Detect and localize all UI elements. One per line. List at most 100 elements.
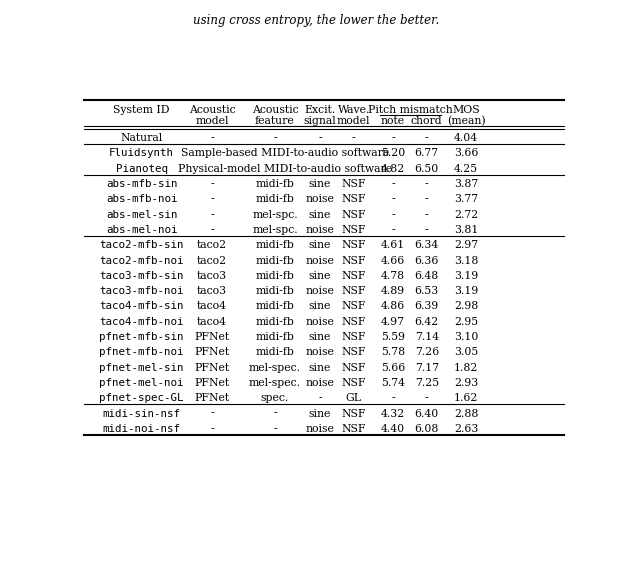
Text: 2.97: 2.97 <box>454 240 478 250</box>
Text: Physical-model MIDI-to-audio software: Physical-model MIDI-to-audio software <box>178 164 392 174</box>
Text: Acoustic: Acoustic <box>189 105 236 115</box>
Text: 4.78: 4.78 <box>381 271 405 281</box>
Text: sine: sine <box>309 301 331 312</box>
Text: midi-fb: midi-fb <box>255 179 295 189</box>
Text: midi-sin-nsf: midi-sin-nsf <box>102 408 181 419</box>
Text: signal: signal <box>303 116 336 126</box>
Text: spec.: spec. <box>261 393 289 403</box>
Text: taco3: taco3 <box>197 286 228 296</box>
Text: 6.77: 6.77 <box>415 149 439 158</box>
Text: 6.40: 6.40 <box>415 408 439 419</box>
Text: mel-spc.: mel-spc. <box>252 225 298 235</box>
Text: abs-mel-sin: abs-mel-sin <box>106 210 178 219</box>
Text: noise: noise <box>305 225 334 235</box>
Text: model: model <box>195 116 229 126</box>
Text: -: - <box>318 133 322 143</box>
Text: (mean): (mean) <box>447 116 485 126</box>
Text: NSF: NSF <box>341 271 366 281</box>
Text: Pianoteq: Pianoteq <box>116 164 167 174</box>
Text: PFNet: PFNet <box>195 363 230 373</box>
Text: NSF: NSF <box>341 378 366 388</box>
Text: NSF: NSF <box>341 240 366 250</box>
Text: pfnet-mel-noi: pfnet-mel-noi <box>99 378 184 388</box>
Text: 2.98: 2.98 <box>454 301 478 312</box>
Text: 4.40: 4.40 <box>381 424 405 434</box>
Text: System ID: System ID <box>114 105 170 115</box>
Text: sine: sine <box>309 332 331 342</box>
Text: taco2: taco2 <box>197 256 228 266</box>
Text: abs-mfb-noi: abs-mfb-noi <box>106 194 178 204</box>
Text: 3.66: 3.66 <box>454 149 478 158</box>
Text: 4.61: 4.61 <box>381 240 405 250</box>
Text: noise: noise <box>305 317 334 327</box>
Text: 6.08: 6.08 <box>415 424 439 434</box>
Text: 7.25: 7.25 <box>415 378 439 388</box>
Text: taco3-mfb-sin: taco3-mfb-sin <box>99 271 184 281</box>
Text: sine: sine <box>309 363 331 373</box>
Text: 7.17: 7.17 <box>415 363 439 373</box>
Text: model: model <box>337 116 370 126</box>
Text: -: - <box>391 179 395 189</box>
Text: -: - <box>391 225 395 235</box>
Text: midi-fb: midi-fb <box>255 332 295 342</box>
Text: NSF: NSF <box>341 210 366 219</box>
Text: sine: sine <box>309 271 331 281</box>
Text: pfnet-mfb-sin: pfnet-mfb-sin <box>99 332 184 342</box>
Text: using cross entropy, the lower the better.: using cross entropy, the lower the bette… <box>193 14 439 28</box>
Text: NSF: NSF <box>341 317 366 327</box>
Text: 2.93: 2.93 <box>454 378 478 388</box>
Text: NSF: NSF <box>341 363 366 373</box>
Text: 4.04: 4.04 <box>454 133 478 143</box>
Text: PFNet: PFNet <box>195 347 230 357</box>
Text: -: - <box>210 210 214 219</box>
Text: Fluidsynth: Fluidsynth <box>109 149 174 158</box>
Text: 2.88: 2.88 <box>454 408 478 419</box>
Text: chord: chord <box>411 116 442 126</box>
Text: 5.59: 5.59 <box>381 332 405 342</box>
Text: 1.82: 1.82 <box>454 363 478 373</box>
Text: abs-mfb-sin: abs-mfb-sin <box>106 179 178 189</box>
Text: midi-fb: midi-fb <box>255 194 295 204</box>
Text: 6.36: 6.36 <box>415 256 439 266</box>
Text: 4.25: 4.25 <box>454 164 478 174</box>
Text: 4.97: 4.97 <box>381 317 405 327</box>
Text: -: - <box>425 225 428 235</box>
Text: midi-fb: midi-fb <box>255 256 295 266</box>
Text: NSF: NSF <box>341 256 366 266</box>
Text: Excit.: Excit. <box>305 105 336 115</box>
Text: 5.74: 5.74 <box>381 378 405 388</box>
Text: feature: feature <box>255 116 295 126</box>
Text: -: - <box>210 424 214 434</box>
Text: midi-fb: midi-fb <box>255 286 295 296</box>
Text: 1.62: 1.62 <box>454 393 478 403</box>
Text: -: - <box>210 408 214 419</box>
Text: NSF: NSF <box>341 347 366 357</box>
Text: taco3: taco3 <box>197 271 228 281</box>
Text: -: - <box>210 179 214 189</box>
Text: 6.34: 6.34 <box>415 240 439 250</box>
Text: -: - <box>210 194 214 204</box>
Text: midi-noi-nsf: midi-noi-nsf <box>102 424 181 434</box>
Text: 5.20: 5.20 <box>381 149 405 158</box>
Text: taco2-mfb-noi: taco2-mfb-noi <box>99 256 184 266</box>
Text: 6.50: 6.50 <box>415 164 439 174</box>
Text: -: - <box>352 133 356 143</box>
Text: -: - <box>391 393 395 403</box>
Text: taco2-mfb-sin: taco2-mfb-sin <box>99 240 184 250</box>
Text: 6.42: 6.42 <box>415 317 439 327</box>
Text: sine: sine <box>309 210 331 219</box>
Text: NSF: NSF <box>341 286 366 296</box>
Text: 3.77: 3.77 <box>454 194 478 204</box>
Text: pfnet-spec-GL: pfnet-spec-GL <box>99 393 184 403</box>
Text: mel-spc.: mel-spc. <box>252 210 298 219</box>
Text: 4.86: 4.86 <box>381 301 405 312</box>
Text: Pitch mismatch: Pitch mismatch <box>368 105 453 115</box>
Text: NSF: NSF <box>341 301 366 312</box>
Text: 2.72: 2.72 <box>454 210 478 219</box>
Text: -: - <box>425 393 428 403</box>
Text: mel-spec.: mel-spec. <box>249 378 301 388</box>
Text: 6.53: 6.53 <box>415 286 439 296</box>
Text: 2.95: 2.95 <box>454 317 478 327</box>
Text: midi-fb: midi-fb <box>255 240 295 250</box>
Text: taco4: taco4 <box>197 301 228 312</box>
